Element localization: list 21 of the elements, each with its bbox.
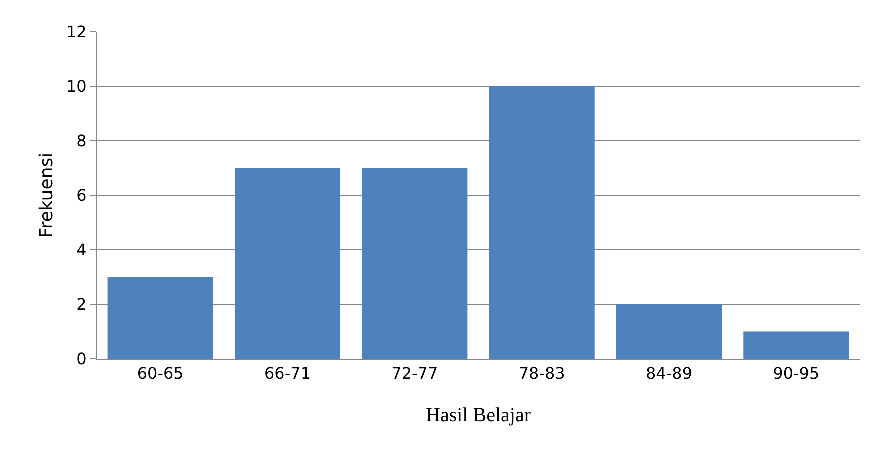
bar	[234, 168, 341, 359]
x-tick-label: 84-89	[646, 364, 692, 384]
y-tick-label: 4	[76, 240, 87, 260]
bar	[489, 86, 595, 359]
y-tick-label: 10	[66, 77, 87, 96]
x-tick-label: 66-71	[264, 364, 311, 384]
bar	[616, 304, 722, 359]
bar	[108, 277, 214, 359]
y-axis-title: Frekuensi	[36, 152, 58, 238]
y-tick-label: 0	[76, 350, 87, 369]
bar	[744, 332, 850, 359]
x-axis-title: Hasil Belajar	[426, 404, 532, 427]
x-tick-label: 60-65	[137, 364, 184, 384]
bar	[362, 168, 468, 359]
x-tick-label: 72-77	[392, 364, 438, 384]
y-tick-label: 6	[76, 186, 87, 206]
y-tick-label: 12	[66, 22, 87, 42]
x-tick-label: 90-95	[773, 364, 820, 384]
y-tick-label: 8	[76, 132, 87, 151]
y-tick-label: 2	[76, 295, 87, 314]
x-tick-label: 78-83	[518, 364, 566, 384]
